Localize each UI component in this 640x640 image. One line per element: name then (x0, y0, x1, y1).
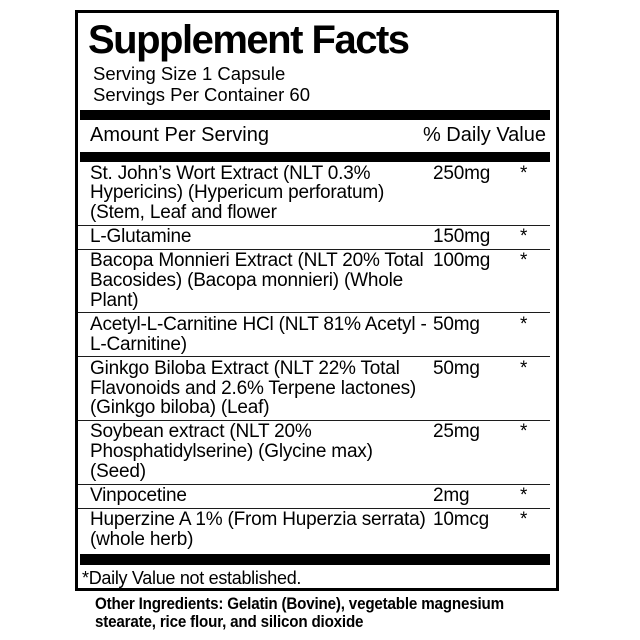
ingredient-amount: 250mg (433, 162, 491, 184)
ingredient-amount: 10mcg (433, 509, 490, 530)
table-row: Acetyl-L-Carnitine HCl (NLT 81% Acetyl -… (78, 312, 550, 356)
table-row: St. John’s Wort Extract (NLT 0.3% Hyperi… (78, 162, 550, 225)
ingredient-name: Vinpocetine (90, 485, 187, 507)
daily-value-asterisk: * (520, 313, 528, 335)
ingredient-amount: 150mg (433, 226, 491, 248)
ingredient-name: St. John’s Wort Extract (NLT 0.3% Hyperi… (90, 162, 385, 224)
ingredient-name: Soybean extract (NLT 20% Phosphatidylser… (90, 421, 373, 483)
thick-rule-header (80, 152, 550, 162)
daily-value-header: % Daily Value (422, 124, 546, 146)
table-header-row: Amount Per Serving % Daily Value (78, 123, 550, 147)
daily-value-asterisk: * (520, 162, 528, 184)
ingredient-amount: 25mg (433, 421, 480, 443)
amount-per-serving-header: Amount Per Serving (90, 124, 269, 146)
servings-per-container: Servings Per Container 60 (93, 83, 310, 105)
table-row: Ginkgo Biloba Extract (NLT 22% Total Fla… (78, 356, 550, 420)
ingredient-name: Ginkgo Biloba Extract (NLT 22% Total Fla… (90, 357, 417, 419)
table-row: Huperzine A 1% (From Huperzia serrata) (… (78, 507, 550, 552)
table-row: Vinpocetine 2mg * (78, 483, 550, 508)
serving-info: Serving Size 1 Capsule Servings Per Cont… (93, 63, 556, 105)
table-row: Soybean extract (NLT 20% Phosphatidylser… (78, 419, 550, 484)
ingredient-name: Bacopa Monnieri Extract (NLT 20% Total B… (90, 250, 424, 311)
thick-rule-top (80, 110, 550, 120)
thick-rule-bottom (80, 554, 550, 565)
ingredient-name: Acetyl-L-Carnitine HCl (NLT 81% Acetyl -… (90, 313, 427, 355)
panel-title: Supplement Facts (88, 18, 410, 62)
daily-value-asterisk: * (520, 509, 528, 530)
serving-size: Serving Size 1 Capsule (93, 63, 286, 84)
daily-value-footnote: *Daily Value not established. (82, 568, 302, 588)
ingredient-amount: 2mg (433, 485, 470, 507)
other-ingredients-text: Other Ingredients: Gelatin (Bovine), veg… (95, 595, 504, 631)
ingredient-table: St. John’s Wort Extract (NLT 0.3% Hyperi… (78, 162, 550, 551)
daily-value-asterisk: * (520, 250, 528, 272)
supplement-facts-panel: Supplement Facts Serving Size 1 Capsule … (75, 10, 559, 591)
ingredient-amount: 100mg (433, 250, 491, 272)
daily-value-asterisk: * (520, 421, 528, 443)
ingredient-amount: 50mg (433, 357, 480, 379)
daily-value-asterisk: * (520, 485, 528, 507)
ingredient-amount: 50mg (433, 313, 480, 335)
daily-value-asterisk: * (520, 357, 528, 379)
ingredient-name: Huperzine A 1% (From Huperzia serrata) (… (90, 509, 426, 550)
ingredient-name: L-Glutamine (90, 226, 192, 248)
daily-value-asterisk: * (520, 226, 528, 248)
table-row: Bacopa Monnieri Extract (NLT 20% Total B… (78, 248, 550, 313)
table-row: L-Glutamine 150mg * (78, 224, 550, 249)
